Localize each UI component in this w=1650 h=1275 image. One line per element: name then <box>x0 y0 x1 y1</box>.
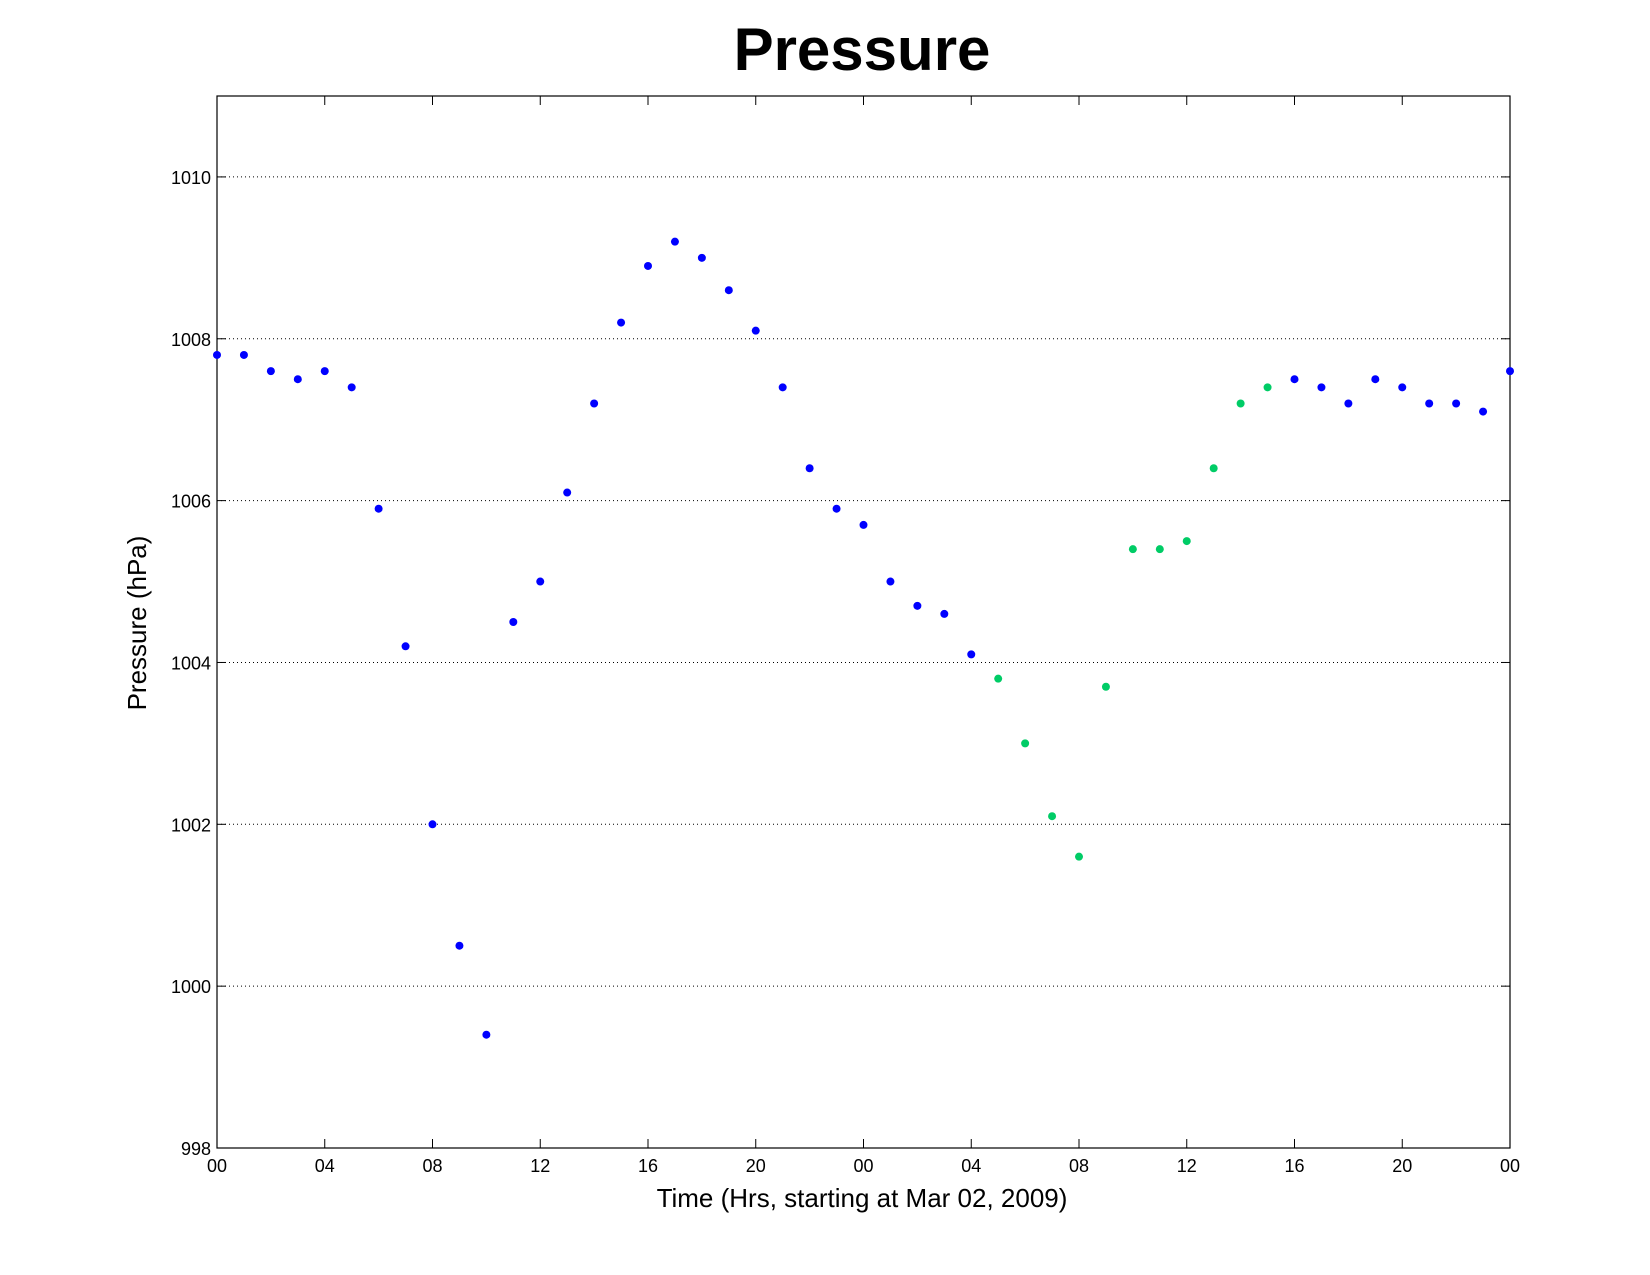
x-tick-label: 20 <box>1392 1156 1412 1176</box>
y-tick-label: 1004 <box>171 653 211 673</box>
data-point-series-1 <box>293 375 302 384</box>
data-point-series-1 <box>213 350 221 359</box>
data-point-series-1 <box>320 367 329 376</box>
data-point-series-1 <box>1317 383 1326 392</box>
data-point-series-2 <box>1155 545 1164 554</box>
x-tick-label: 00 <box>1500 1156 1520 1176</box>
data-point-series-1 <box>374 504 383 513</box>
data-point-series-1 <box>239 350 248 359</box>
axis-ticks: 998 1000 1002 1004 1006 1008 1010 00 04 08 12 16 20 0… <box>171 96 1520 1176</box>
data-point-series-1 <box>724 286 733 295</box>
x-tick-label: 00 <box>853 1156 873 1176</box>
x-tick-label: 12 <box>530 1156 550 1176</box>
grid-lines <box>217 176 1510 987</box>
data-point-series-1 <box>1371 375 1380 384</box>
data-point-series-2 <box>1263 383 1272 392</box>
data-point-series-1 <box>482 1030 491 1039</box>
y-tick-label: 1000 <box>171 977 211 997</box>
data-point-series-1 <box>401 642 410 651</box>
data-point-series-1 <box>455 941 464 950</box>
y-tick-label: 998 <box>181 1139 211 1159</box>
data-point-series-1 <box>347 383 356 392</box>
y-tick-label: 1008 <box>171 330 211 350</box>
data-point-series-1 <box>509 618 518 626</box>
data-points <box>213 237 1514 1039</box>
data-point-series-1 <box>832 504 841 513</box>
chart-title: Pressure <box>734 16 991 83</box>
data-point-series-1 <box>590 399 599 408</box>
x-tick-label: 20 <box>746 1156 766 1176</box>
data-point-series-1 <box>1425 399 1434 408</box>
x-tick-label: 16 <box>1284 1156 1304 1176</box>
data-point-series-1 <box>563 488 572 497</box>
data-point-series-1 <box>617 318 626 327</box>
x-tick-label: 12 <box>1177 1156 1197 1176</box>
data-point-series-1 <box>751 326 760 335</box>
data-point-series-1 <box>913 601 922 610</box>
data-point-series-2 <box>1075 852 1083 861</box>
data-point-series-1 <box>428 820 437 829</box>
data-point-series-1 <box>778 383 787 392</box>
y-tick-label: 1002 <box>171 815 211 835</box>
data-point-series-1 <box>1398 383 1407 392</box>
y-axis-label: Pressure (hPa) <box>122 536 152 711</box>
data-point-series-2 <box>1048 812 1057 821</box>
data-point-series-1 <box>805 464 814 473</box>
data-point-series-2 <box>1101 682 1110 691</box>
y-tick-label: 1010 <box>171 168 211 188</box>
x-tick-label: 04 <box>961 1156 981 1176</box>
data-point-series-1 <box>859 520 868 529</box>
x-tick-label: 04 <box>315 1156 335 1176</box>
data-point-series-2 <box>994 674 1003 683</box>
data-point-series-2 <box>1128 545 1137 554</box>
data-point-series-1 <box>1452 399 1461 408</box>
data-point-series-1 <box>886 577 895 586</box>
data-point-series-2 <box>1182 537 1191 546</box>
x-axis-label: Time (Hrs, starting at Mar 02, 2009) <box>657 1183 1068 1213</box>
data-point-series-1 <box>266 367 275 376</box>
data-point-series-2 <box>1209 464 1218 473</box>
data-point-series-1 <box>1344 399 1353 408</box>
data-point-series-1 <box>940 609 949 618</box>
data-point-series-2 <box>1236 399 1245 408</box>
data-point-series-1 <box>1290 375 1299 384</box>
data-point-series-1 <box>697 253 706 262</box>
data-point-series-2 <box>1021 739 1030 748</box>
y-tick-label: 1006 <box>171 492 211 512</box>
plot-frame <box>216 95 1511 1149</box>
x-tick-label: 08 <box>1069 1156 1089 1176</box>
data-point-series-1 <box>967 650 976 659</box>
x-tick-label: 08 <box>422 1156 442 1176</box>
data-point-series-1 <box>1479 407 1488 416</box>
x-tick-label: 16 <box>638 1156 658 1176</box>
data-point-series-1 <box>1506 367 1514 376</box>
x-tick-label: 00 <box>207 1156 227 1176</box>
data-point-series-1 <box>644 261 652 270</box>
data-point-series-1 <box>670 237 679 246</box>
data-point-series-1 <box>536 577 545 586</box>
